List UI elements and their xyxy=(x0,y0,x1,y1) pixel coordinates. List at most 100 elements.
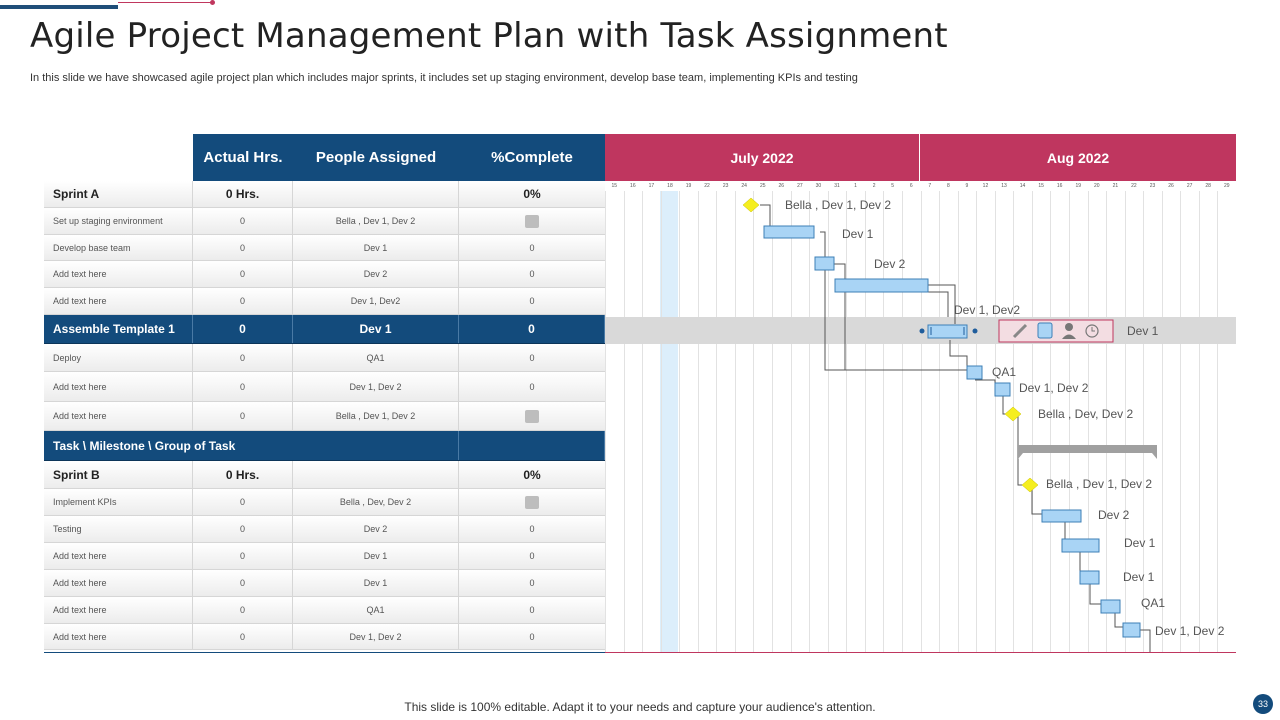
table-row[interactable]: Add text here 0 Dev 1, Dev2 0 xyxy=(44,288,605,315)
actual-hrs-cell: 0 xyxy=(193,288,293,314)
task-name: Add text here xyxy=(44,543,193,569)
grid-line xyxy=(772,191,774,653)
task-bar-add-text-6[interactable] xyxy=(1100,599,1121,614)
bar-assignee-label: QA1 xyxy=(992,365,1017,379)
table-row[interactable]: Add text here 0 QA1 0 xyxy=(44,597,605,624)
complete-cell xyxy=(459,208,605,234)
task-bar-add-text-4[interactable] xyxy=(1061,538,1100,553)
page-number: 33 xyxy=(1253,694,1273,714)
actual-hrs-cell: 0 xyxy=(193,208,293,234)
bar-assignee-label: Bella , Dev, Dev 2 xyxy=(1038,407,1134,421)
day-tick-label: 15 xyxy=(611,183,618,189)
checkbox-icon[interactable] xyxy=(525,214,539,228)
checkbox-icon[interactable] xyxy=(525,495,539,509)
grid-line xyxy=(883,191,885,653)
day-tick-label: 6 xyxy=(909,183,913,189)
day-tick-label: 5 xyxy=(891,183,895,189)
pencil-icon[interactable] xyxy=(1012,323,1028,339)
actual-hrs-cell: 0 xyxy=(193,235,293,260)
table-row[interactable]: Task \ Milestone \ Group of Task xyxy=(44,431,605,461)
grid-line xyxy=(1143,191,1145,653)
people-cell: Dev 1 xyxy=(293,315,459,343)
task-name: Assemble Template 1 xyxy=(44,315,193,343)
bar-handle-right[interactable] xyxy=(972,328,978,334)
day-tick-label: 1 xyxy=(854,183,857,189)
grid-line xyxy=(1013,191,1015,653)
task-bar-add-text-3[interactable] xyxy=(994,382,1011,397)
task-bar-add-text-7[interactable] xyxy=(1122,622,1141,638)
grid-line xyxy=(846,191,848,653)
bar-assignee-label: Dev 1, Dev 2 xyxy=(1155,624,1225,638)
bar-assignee-label: Bella , Dev 1, Dev 2 xyxy=(785,198,892,212)
task-bar-assemble-template[interactable] xyxy=(927,324,968,339)
actual-hrs-cell: 0 xyxy=(193,315,293,343)
grid-line xyxy=(809,191,811,653)
grid-line xyxy=(1124,191,1126,653)
grid-line xyxy=(957,191,959,653)
task-bar-develop-base-team[interactable] xyxy=(763,225,815,239)
people-cell: Bella , Dev 1, Dev 2 xyxy=(293,208,459,234)
grid-line xyxy=(1198,191,1200,653)
people-cell: Bella , Dev, Dev 2 xyxy=(293,489,459,515)
grid-line xyxy=(660,191,662,653)
checkbox-icon[interactable] xyxy=(525,409,539,423)
task-bar-testing[interactable] xyxy=(1041,509,1082,523)
complete-cell: 0 xyxy=(529,242,535,253)
grid-line xyxy=(605,191,606,653)
table-row[interactable]: Implement KPIs 0 Bella , Dev, Dev 2 xyxy=(44,489,605,516)
task-bar-add-text-2[interactable] xyxy=(834,278,929,293)
day-tick-label: 20 xyxy=(1094,183,1100,189)
footer-text: This slide is 100% editable. Adapt it to… xyxy=(404,700,876,714)
table-row[interactable]: Add text here 0 Bella , Dev 1, Dev 2 xyxy=(44,402,605,431)
slide-title: Agile Project Management Plan with Task … xyxy=(30,16,948,56)
milestone-3[interactable] xyxy=(1021,477,1039,493)
actual-hrs-cell: 0 xyxy=(193,516,293,542)
complete-cell: 0 xyxy=(529,352,535,363)
bar-toolbar xyxy=(998,319,1114,343)
summary-bar xyxy=(1018,445,1157,453)
summary-bar-left-cap xyxy=(1018,453,1023,459)
grid-line xyxy=(679,191,681,653)
people-cell xyxy=(293,461,459,488)
table-row[interactable]: Deploy 0 QA1 0 xyxy=(44,344,605,372)
person-icon[interactable] xyxy=(1062,323,1076,339)
task-bar-deploy[interactable] xyxy=(966,365,983,380)
day-scale: 15 16 17 18 19 22 23 24 25 26 27 30 31 1 2 5 6 7 8 9 12 13 14 1… xyxy=(605,181,1236,191)
milestone-2[interactable] xyxy=(1004,406,1022,422)
actual-hrs-cell: 0 xyxy=(193,344,293,371)
color-swatch-icon[interactable] xyxy=(1037,322,1053,339)
milestone-1[interactable] xyxy=(742,197,760,213)
people-cell: Dev 1 xyxy=(293,543,459,569)
people-cell xyxy=(293,181,459,207)
table-row[interactable]: Set up staging environment 0 Bella , Dev 1… xyxy=(44,208,605,235)
complete-cell: 0% xyxy=(523,467,541,482)
bar-assignee-label: Bella , Dev 1, Dev 2 xyxy=(1046,477,1153,491)
task-name: Add text here xyxy=(44,624,193,649)
complete-cell xyxy=(459,489,605,515)
actual-hrs-cell: 0 Hrs. xyxy=(193,181,293,207)
bar-handle-left[interactable] xyxy=(919,328,925,334)
day-tick-label: 13 xyxy=(1001,183,1007,189)
task-name: Sprint A xyxy=(44,181,193,207)
bar-assignee-label: QA1 xyxy=(1141,596,1166,610)
month-july: July 2022 xyxy=(605,134,920,181)
task-bar-add-text-1[interactable] xyxy=(814,256,835,271)
task-bar-add-text-5[interactable] xyxy=(1079,570,1100,585)
clock-icon[interactable] xyxy=(1085,324,1099,338)
day-tick-label: 26 xyxy=(1168,183,1174,189)
bar-assignee-label: Dev 2 xyxy=(874,257,906,271)
day-tick-label: 9 xyxy=(965,183,969,189)
people-cell: Dev 1 xyxy=(293,235,459,260)
day-tick-label: 23 xyxy=(722,183,729,189)
task-name: Add text here xyxy=(44,372,193,401)
